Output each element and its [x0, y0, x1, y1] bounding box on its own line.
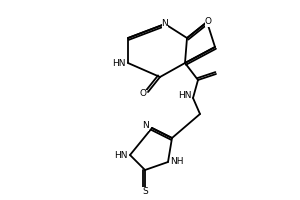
Text: O: O [140, 90, 147, 98]
Text: S: S [142, 186, 148, 196]
Text: HN: HN [112, 58, 126, 68]
Text: O: O [205, 18, 212, 26]
Text: HN: HN [115, 150, 128, 160]
Text: NH: NH [170, 158, 184, 166]
Text: HN: HN [178, 90, 192, 99]
Text: N: N [162, 20, 168, 28]
Text: N: N [142, 121, 149, 130]
